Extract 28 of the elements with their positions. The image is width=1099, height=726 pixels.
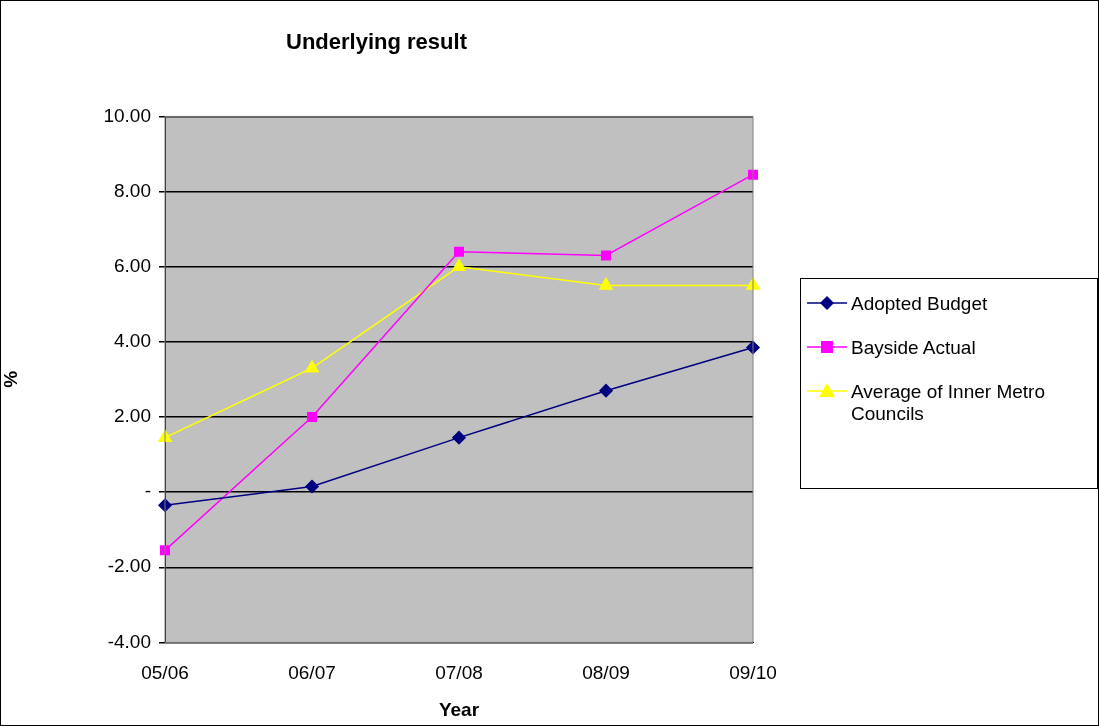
point <box>307 411 317 422</box>
point <box>452 258 466 271</box>
legend-label: Bayside Actual <box>851 337 976 359</box>
y-tick-label: 6.00 <box>114 254 151 276</box>
point <box>599 383 613 398</box>
legend-label: Adopted Budget <box>851 293 988 315</box>
x-tick-label: 05/06 <box>141 662 189 684</box>
point <box>452 430 466 445</box>
y-tick-label: -2.00 <box>107 555 151 577</box>
y-tick-label: 10.00 <box>103 104 151 126</box>
point <box>305 479 319 494</box>
x-axis-title: Year <box>438 698 480 720</box>
point <box>454 246 464 257</box>
x-tick-label: 09/10 <box>729 662 777 684</box>
y-tick-label: 8.00 <box>114 179 151 201</box>
point <box>601 250 611 261</box>
y-tick-label: 2.00 <box>114 405 151 427</box>
y-axis-title: % <box>0 370 21 388</box>
point <box>305 360 319 373</box>
x-tick-label: 08/09 <box>582 662 630 684</box>
point <box>599 277 613 290</box>
y-tick-label: 4.00 <box>114 330 151 352</box>
y-tick-label: -4.00 <box>107 630 151 652</box>
y-tick-label: - <box>144 480 151 502</box>
chart-title: Underlying result <box>286 29 468 55</box>
legend-label: Average of Inner Metro Councils <box>851 381 1046 425</box>
x-tick-label: 06/07 <box>288 662 336 684</box>
x-tick-label: 07/08 <box>435 662 483 684</box>
